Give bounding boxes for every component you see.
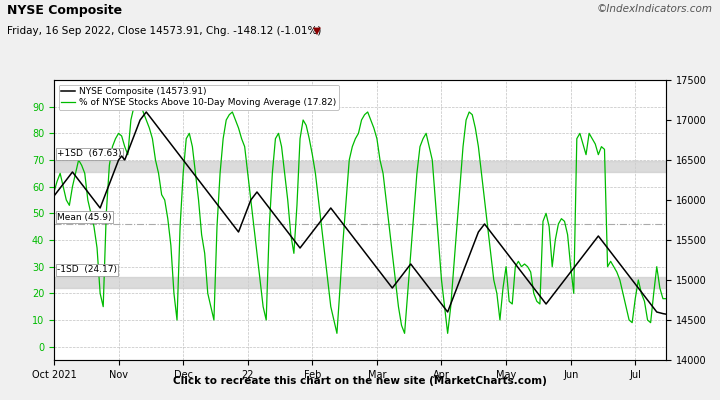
Text: -1SD  (24.17): -1SD (24.17) [57,265,117,274]
Text: Friday, 16 Sep 2022, Close 14573.91, Chg. -148.12 (-1.01%): Friday, 16 Sep 2022, Close 14573.91, Chg… [7,26,322,36]
Text: ©IndexIndicators.com: ©IndexIndicators.com [597,4,713,14]
Text: +1SD  (67.63): +1SD (67.63) [57,149,122,158]
Text: ▼: ▼ [313,26,321,36]
Legend: NYSE Composite (14573.91), % of NYSE Stocks Above 10-Day Moving Average (17.82): NYSE Composite (14573.91), % of NYSE Sto… [58,84,339,110]
Bar [54,161,666,172]
Bar [54,277,666,288]
Text: Mean (45.9): Mean (45.9) [57,213,112,222]
Text: Click to recreate this chart on the new site (MarketCharts.com): Click to recreate this chart on the new … [173,376,547,386]
Text: NYSE Composite: NYSE Composite [7,4,122,17]
